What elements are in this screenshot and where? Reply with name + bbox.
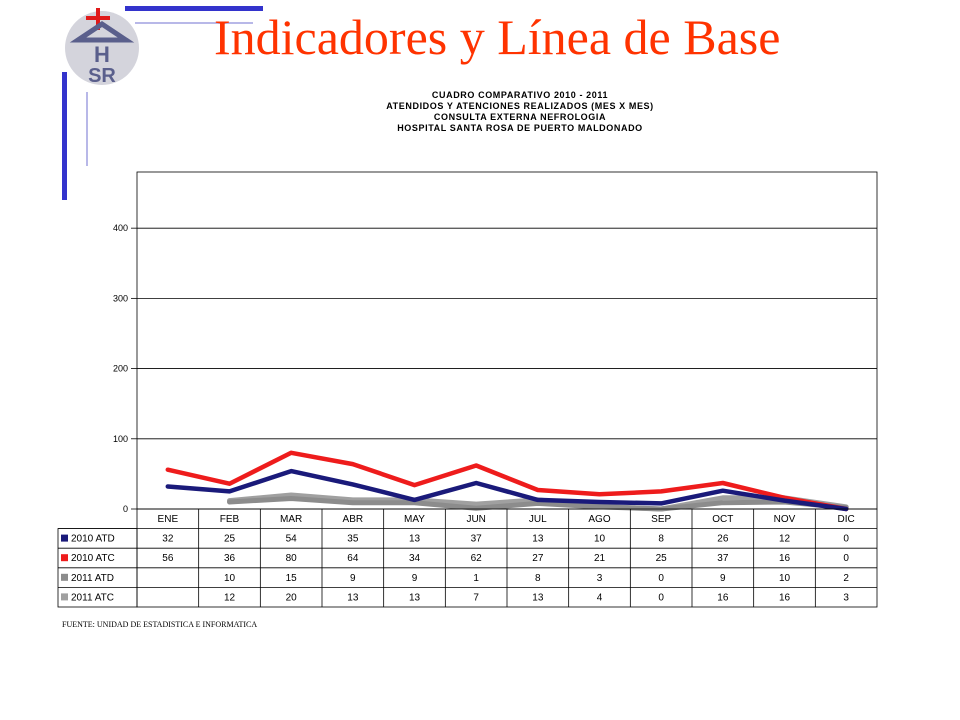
data-label: 13 (532, 534, 544, 545)
svg-text:SR: SR (88, 65, 116, 87)
legend-label: 2010 ATD (71, 534, 115, 545)
data-label: 12 (224, 592, 236, 603)
series-line-1 (165, 450, 849, 512)
y-tick-label: 200 (113, 364, 128, 374)
data-label: 32 (162, 534, 174, 545)
category-label: SEP (651, 514, 671, 525)
data-label: 9 (350, 573, 356, 584)
legend-swatch (61, 534, 68, 542)
category-label: MAY (404, 514, 425, 525)
data-label: 20 (286, 592, 298, 603)
category-label: JUN (466, 514, 485, 525)
data-label: 0 (658, 592, 664, 603)
data-label: 16 (717, 592, 729, 603)
data-label: 13 (347, 592, 359, 603)
data-label: 4 (597, 592, 603, 603)
legend-label: 2011 ATD (71, 573, 114, 584)
data-label: 0 (658, 573, 664, 584)
data-label: 21 (594, 553, 606, 564)
category-label: AGO (588, 514, 610, 525)
legend-swatch (61, 573, 68, 581)
data-label: 34 (409, 553, 421, 564)
data-label: 16 (779, 553, 791, 564)
legend-label: 2010 ATC (71, 553, 115, 564)
data-label: 37 (471, 534, 483, 545)
data-label: 64 (347, 553, 359, 564)
data-label: 37 (717, 553, 729, 564)
category-label: DIC (838, 514, 855, 525)
category-label: MAR (280, 514, 302, 525)
data-label: 3 (597, 573, 603, 584)
legend-swatch (61, 593, 68, 601)
svg-text:H: H (94, 42, 110, 67)
data-label: 16 (779, 592, 791, 603)
data-label: 35 (347, 534, 359, 545)
data-label: 13 (409, 592, 421, 603)
data-label: 1 (473, 573, 479, 584)
data-label: 7 (473, 592, 479, 603)
data-label: 9 (720, 573, 726, 584)
decor-line-left (62, 72, 67, 200)
data-label: 15 (286, 573, 298, 584)
chart-title-line-1: CUADRO COMPARATIVO 2010 - 2011 (431, 90, 609, 100)
category-label: OCT (712, 514, 733, 525)
hospital-logo: H SR (65, 8, 139, 87)
data-label: 36 (224, 553, 236, 564)
data-label: 9 (412, 573, 418, 584)
decor-line-left-light (86, 92, 88, 166)
chart-title-line-4: HOSPITAL SANTA ROSA DE PUERTO MALDONADO (397, 123, 643, 133)
series-line-2 (227, 496, 849, 512)
data-label: 10 (779, 573, 791, 584)
legend-swatch (61, 554, 68, 562)
data-label: 13 (532, 592, 544, 603)
data-label: 8 (535, 573, 541, 584)
page-title: Indicadores y Línea de Base (214, 9, 781, 65)
data-label: 25 (224, 534, 236, 545)
data-label: 2 (843, 573, 849, 584)
decor-line-top (125, 6, 263, 11)
y-tick-label: 0 (123, 504, 128, 514)
data-label: 80 (286, 553, 298, 564)
y-tick-label: 100 (113, 434, 128, 444)
decor-line-top-light (135, 22, 253, 24)
y-tick-label: 400 (113, 223, 128, 233)
category-label: JUL (529, 514, 547, 525)
data-label: 13 (409, 534, 421, 545)
chart-title-line-2: ATENDIDOS Y ATENCIONES REALIZADOS (MES X… (386, 101, 654, 111)
chart-title-line-3: CONSULTA EXTERNA NEFROLOGIA (433, 112, 607, 122)
data-label: 56 (162, 553, 174, 564)
y-tick-label: 300 (113, 293, 128, 303)
data-label: 27 (532, 553, 544, 564)
data-label: 3 (843, 592, 849, 603)
data-label: 25 (656, 553, 668, 564)
data-label: 10 (594, 534, 606, 545)
data-label: 12 (779, 534, 791, 545)
source-note: FUENTE: UNIDAD DE ESTADISTICA E INFORMAT… (62, 620, 258, 629)
category-label: FEB (220, 514, 240, 525)
series-line-0 (165, 468, 849, 512)
category-label: ABR (343, 514, 364, 525)
data-label: 0 (843, 534, 849, 545)
plot-area (136, 171, 878, 510)
legend-label: 2011 ATC (71, 592, 114, 603)
data-label: 62 (471, 553, 483, 564)
data-label: 10 (224, 573, 236, 584)
data-label: 54 (286, 534, 298, 545)
data-label: 8 (658, 534, 664, 545)
data-label: 0 (843, 553, 849, 564)
data-label: 26 (717, 534, 729, 545)
category-label: ENE (158, 514, 179, 525)
category-label: NOV (774, 514, 796, 525)
